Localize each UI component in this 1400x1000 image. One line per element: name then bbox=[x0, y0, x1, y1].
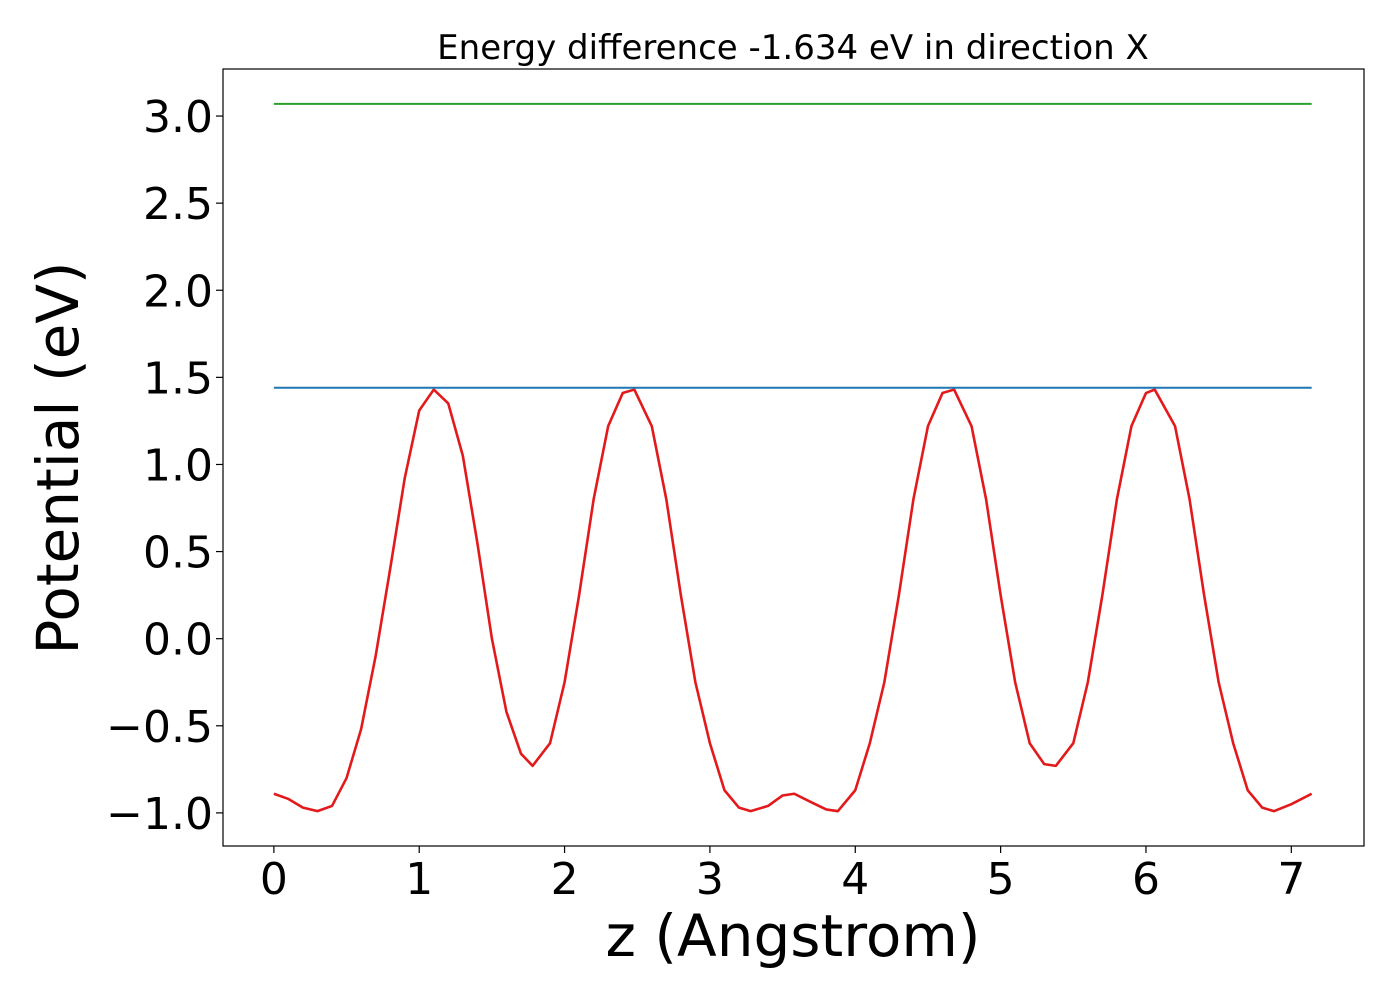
x-tick-label: 0 bbox=[260, 854, 288, 905]
y-tick-label: 0.0 bbox=[143, 615, 213, 666]
x-tick-label: 4 bbox=[841, 854, 869, 905]
y-axis: −1.0 −0.5 0.0 0.5 1.0 1.5 2.0 2.5 3.0 bbox=[106, 92, 223, 840]
y-tick-label: 2.5 bbox=[143, 179, 213, 230]
y-tick-label: −1.0 bbox=[106, 789, 213, 840]
y-axis-label: Potential (eV) bbox=[24, 261, 92, 654]
plot-frame bbox=[222, 68, 1365, 847]
x-tick-label: 5 bbox=[987, 854, 1015, 905]
x-tick-label: 3 bbox=[696, 854, 724, 905]
x-tick-label: 2 bbox=[551, 854, 579, 905]
series-group bbox=[273, 102, 1313, 813]
y-tick-label: 1.5 bbox=[143, 353, 213, 404]
y-tick-label: −0.5 bbox=[106, 702, 213, 753]
x-axis: 0 1 2 3 4 5 6 7 bbox=[260, 846, 1305, 905]
series-line-0 bbox=[273, 388, 1313, 813]
y-tick-label: 2.0 bbox=[143, 266, 213, 317]
x-tick-label: 6 bbox=[1132, 854, 1160, 905]
x-tick-label: 7 bbox=[1277, 854, 1305, 905]
chart-title: Energy difference -1.634 eV in direction… bbox=[437, 28, 1149, 68]
y-tick-label: 0.5 bbox=[143, 528, 213, 579]
x-tick-label: 1 bbox=[405, 854, 433, 905]
y-tick-label: 1.0 bbox=[143, 440, 213, 491]
x-axis-label: z (Angstrom) bbox=[606, 902, 981, 970]
y-tick-label: 3.0 bbox=[143, 92, 213, 143]
